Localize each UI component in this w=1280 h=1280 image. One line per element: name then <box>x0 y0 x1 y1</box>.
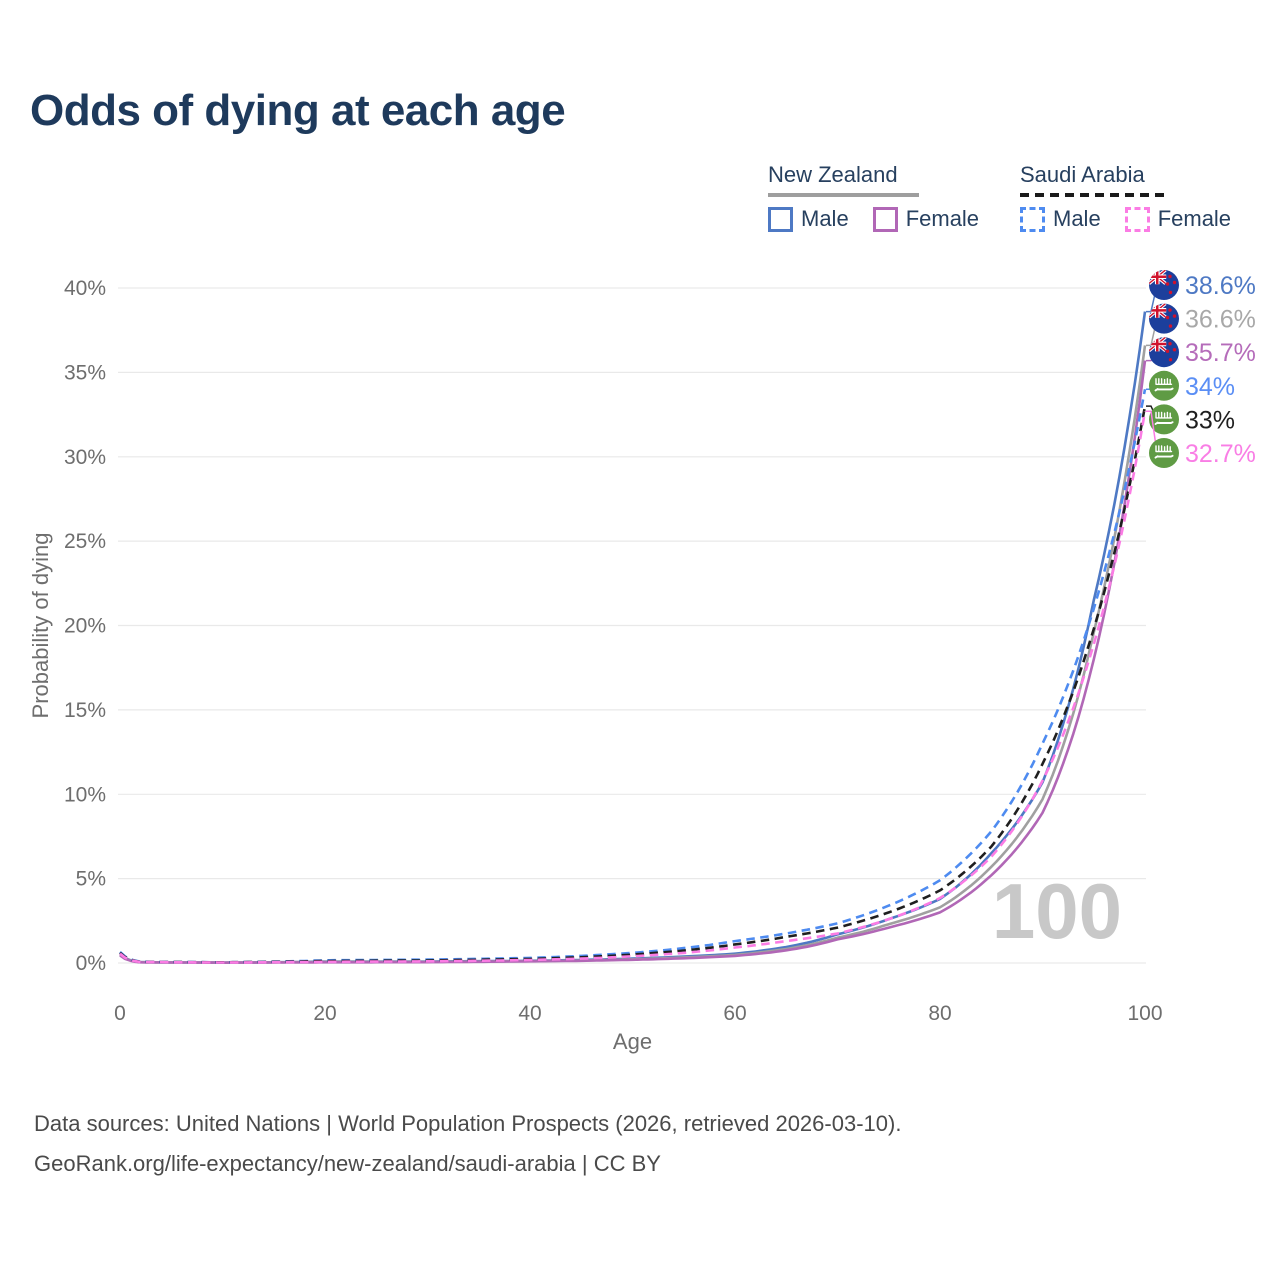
saudi-arabia-line-style-swatch <box>1020 193 1165 197</box>
x-tick-label: 20 <box>313 1002 336 1025</box>
legend-item-label: Female <box>1157 206 1232 231</box>
saudi-arabia-flag-icon <box>1148 437 1180 469</box>
y-tick-label: 5% <box>76 868 106 891</box>
saudi-arabia-flag-icon <box>1148 369 1180 402</box>
x-axis-title: Age <box>613 1029 652 1054</box>
x-tick-label: 40 <box>518 1002 541 1025</box>
y-tick-label: 15% <box>64 699 106 722</box>
new-zealand-flag-icon <box>1149 270 1180 301</box>
y-tick-label: 25% <box>64 530 106 553</box>
end-value-label-saudi-arabia-total: 33% <box>1185 406 1235 434</box>
grid-layer: 0% 5% 10% 15% 20% 25% 30% 35% 40% 0 20 40 60 80 100 Age… <box>28 277 1163 1054</box>
legend-row-new-zealand: Male Female <box>768 206 979 232</box>
legend-item-label: Male <box>1053 206 1101 231</box>
x-tick-label: 60 <box>723 1002 746 1025</box>
legend-item-nz-male[interactable]: Male <box>768 206 849 232</box>
x-tick-label: 100 <box>1127 1002 1162 1025</box>
y-tick-label: 35% <box>64 361 106 384</box>
data-source-line: Data sources: United Nations | World Pop… <box>34 1111 902 1136</box>
end-value-label-new-zealand-total: 36.6% <box>1185 306 1256 334</box>
y-axis-title: Probability of dying <box>28 533 53 719</box>
series-line-new-zealand-total[interactable] <box>119 345 1147 964</box>
y-tick-label: 20% <box>64 615 106 638</box>
end-value-label-new-zealand-male: 38.6% <box>1185 272 1256 300</box>
end-value-label-saudi-arabia-male: 34% <box>1185 373 1235 401</box>
new-zealand-line-style-swatch <box>768 193 919 197</box>
sa-female-swatch-icon <box>1124 206 1150 232</box>
y-tick-label: 10% <box>64 783 106 806</box>
y-tick-label: 40% <box>64 277 106 300</box>
y-tick-label: 30% <box>64 446 106 469</box>
legend-country-new-zealand[interactable]: New Zealand <box>768 162 898 187</box>
attribution-line: GeoRank.org/life-expectancy/new-zealand/… <box>34 1151 661 1176</box>
new-zealand-flag-icon <box>1149 303 1180 334</box>
end-value-label-new-zealand-female: 35.7% <box>1185 339 1256 367</box>
series-layer <box>119 311 1147 964</box>
nz-female-swatch-icon <box>872 206 898 232</box>
end-label-layer: 38.6% 36.6% 35.7% 34% 33% 32.7% <box>1146 270 1256 469</box>
page-title: Odds of dying at each age <box>30 86 566 135</box>
source-footer: Data sources: United Nations | World Pop… <box>34 1104 901 1184</box>
series-line-new-zealand-female[interactable] <box>119 360 1147 964</box>
x-tick-label: 0 <box>114 1002 126 1025</box>
legend-item-nz-female[interactable]: Female <box>872 206 980 232</box>
legend-item-sa-female[interactable]: Female <box>1124 206 1232 232</box>
legend-item-label: Male <box>801 206 849 231</box>
x-tick-label: 80 <box>928 1002 951 1025</box>
sa-male-swatch-icon <box>1020 206 1045 232</box>
new-zealand-flag-icon <box>1149 337 1180 368</box>
legend-country-saudi-arabia[interactable]: Saudi Arabia <box>1020 162 1145 187</box>
legend-group-saudi-arabia: Saudi Arabia Male Female <box>1020 162 1231 232</box>
nz-male-swatch-icon <box>768 206 793 232</box>
y-tick-label: 0% <box>76 952 106 975</box>
legend-group-new-zealand: New Zealand Male Female <box>768 162 979 232</box>
legend-item-label: Female <box>905 206 980 231</box>
legend-item-sa-male[interactable]: Male <box>1020 206 1101 232</box>
end-value-label-saudi-arabia-female: 32.7% <box>1185 440 1256 468</box>
series-line-saudi-arabia-female[interactable] <box>119 410 1147 964</box>
age-watermark: 100 <box>991 867 1122 955</box>
legend-row-saudi-arabia: Male Female <box>1020 206 1231 232</box>
